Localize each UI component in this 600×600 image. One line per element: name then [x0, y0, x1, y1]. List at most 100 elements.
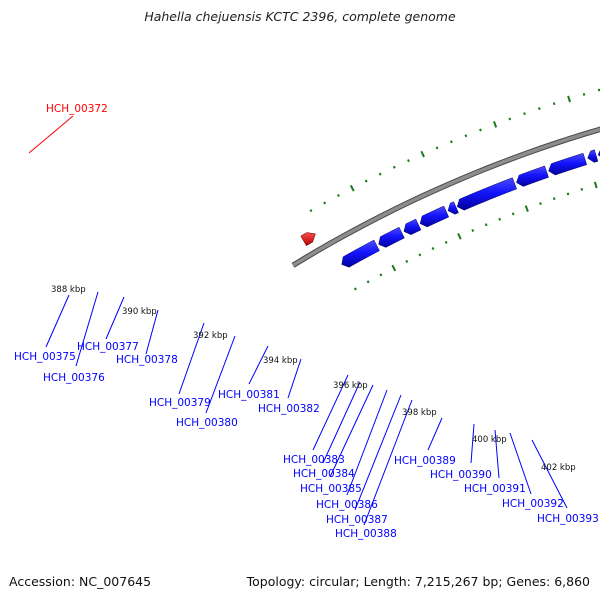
- gene-label-reverse[interactable]: HCH_00387: [326, 514, 388, 526]
- label-leader-line: [354, 394, 402, 511]
- scale-tick: [582, 92, 586, 96]
- gene-label-reverse[interactable]: HCH_00379: [149, 397, 211, 409]
- gene-label-reverse[interactable]: HCH_00390: [430, 469, 492, 481]
- gene-label-reverse[interactable]: HCH_00384: [293, 468, 355, 480]
- scale-label: 398 kbp: [402, 408, 437, 418]
- scale-tick: [498, 217, 502, 221]
- scale-tick: [353, 287, 357, 291]
- scale-tick: [552, 197, 556, 201]
- scale-tick: [593, 181, 598, 189]
- outer-scale-ticks: [309, 88, 600, 213]
- label-leader-line: [75, 291, 99, 367]
- scale-tick: [511, 212, 515, 216]
- scale-label: 396 kbp: [333, 381, 368, 391]
- scale-tick: [539, 202, 542, 206]
- reverse-gene-arrow[interactable]: [587, 149, 599, 163]
- scale-tick: [537, 107, 541, 111]
- gene-label-reverse[interactable]: HCH_00381: [218, 389, 280, 401]
- label-leader-line: [312, 374, 349, 451]
- reverse-gene-arrow[interactable]: [378, 226, 405, 248]
- gene-label-reverse[interactable]: HCH_00391: [464, 483, 526, 495]
- label-leader-line: [105, 296, 125, 340]
- scale-label: 392 kbp: [193, 331, 228, 341]
- label-leaders: [28, 115, 568, 526]
- gene-track: [300, 149, 600, 268]
- scale-tick: [378, 172, 382, 176]
- scale-labels: 388 kbp 390 kbp 392 kbp 394 kbp 396 kbp 398 k…: [51, 285, 576, 473]
- scale-tick: [524, 205, 529, 212]
- gene-label-reverse[interactable]: HCH_00388: [335, 528, 397, 540]
- scale-tick: [379, 273, 383, 277]
- gene-labels: HCH_00372HCH_00375HCH_00376HCH_00377HCH_…: [14, 103, 599, 540]
- scale-tick: [336, 193, 340, 198]
- gene-label-reverse[interactable]: HCH_00383: [283, 454, 345, 466]
- label-leader-line: [427, 417, 443, 451]
- scale-label: 402 kbp: [541, 463, 576, 473]
- reverse-gene-arrow[interactable]: [341, 239, 380, 268]
- label-leader-line: [509, 432, 532, 495]
- gene-label-reverse[interactable]: HCH_00376: [43, 372, 105, 384]
- reverse-gene-arrow[interactable]: [516, 165, 549, 187]
- label-leader-line: [248, 345, 269, 385]
- label-leader-line: [494, 429, 500, 479]
- scale-tick: [366, 280, 370, 284]
- scale-tick: [464, 134, 468, 138]
- reverse-gene-arrow[interactable]: [447, 201, 459, 215]
- scale-tick: [457, 233, 462, 240]
- inner-scale-ticks: [353, 181, 598, 291]
- scale-tick: [392, 165, 396, 169]
- label-leader-line: [329, 384, 374, 478]
- accession-text: Accession: NC_007645: [9, 574, 152, 589]
- scale-tick: [450, 140, 453, 144]
- gene-label-reverse[interactable]: HCH_00377: [77, 341, 139, 353]
- label-leader-line: [45, 294, 70, 348]
- forward-gene-arrow[interactable]: [300, 232, 316, 247]
- label-leader-line: [205, 335, 236, 414]
- genome-backbone: [292, 127, 600, 267]
- gene-label-reverse[interactable]: HCH_00392: [502, 498, 564, 510]
- gene-label-reverse[interactable]: HCH_00378: [116, 354, 178, 366]
- scale-tick: [523, 112, 526, 116]
- scale-tick: [580, 187, 584, 191]
- gene-label-reverse[interactable]: HCH_00385: [300, 483, 362, 495]
- scale-tick: [471, 228, 475, 232]
- reverse-gene-arrow[interactable]: [419, 205, 450, 228]
- label-leader-line: [470, 423, 475, 464]
- gene-label-reverse[interactable]: HCH_00380: [176, 417, 238, 429]
- scale-tick: [566, 192, 570, 196]
- gene-label-reverse[interactable]: HCH_00386: [316, 499, 378, 511]
- scale-tick: [597, 88, 600, 92]
- gene-label-reverse[interactable]: HCH_00393: [537, 513, 599, 525]
- page-title: Hahella chejuensis KCTC 2396, complete g…: [144, 9, 456, 24]
- gene-label-forward[interactable]: HCH_00372: [46, 103, 108, 115]
- scale-tick: [484, 223, 488, 227]
- scale-tick: [431, 247, 435, 251]
- scale-tick: [444, 240, 448, 244]
- label-leader-line: [346, 389, 388, 496]
- scale-tick: [420, 150, 425, 158]
- reverse-gene-arrow[interactable]: [403, 218, 422, 235]
- scale-tick: [508, 117, 512, 121]
- scale-label: 394 kbp: [263, 356, 298, 366]
- scale-tick: [407, 159, 410, 163]
- scale-tick: [418, 253, 422, 257]
- gene-label-reverse[interactable]: HCH_00382: [258, 403, 320, 415]
- scale-tick: [552, 102, 556, 106]
- gene-label-reverse[interactable]: HCH_00389: [394, 455, 456, 467]
- label-leader-line: [287, 358, 302, 399]
- scale-tick: [479, 128, 482, 132]
- label-leader-line: [145, 309, 159, 355]
- reverse-gene-arrow[interactable]: [456, 177, 517, 211]
- label-leader-line: [531, 439, 568, 509]
- scale-tick: [435, 146, 439, 150]
- scale-label: 390 kbp: [122, 307, 157, 317]
- reverse-gene-arrow[interactable]: [548, 152, 588, 176]
- scale-tick: [391, 264, 397, 272]
- label-leader-line: [322, 381, 361, 464]
- gene-label-reverse[interactable]: HCH_00375: [14, 351, 76, 363]
- scale-tick: [349, 184, 355, 192]
- label-leader-line: [28, 115, 74, 154]
- scale-label: 400 kbp: [472, 435, 507, 445]
